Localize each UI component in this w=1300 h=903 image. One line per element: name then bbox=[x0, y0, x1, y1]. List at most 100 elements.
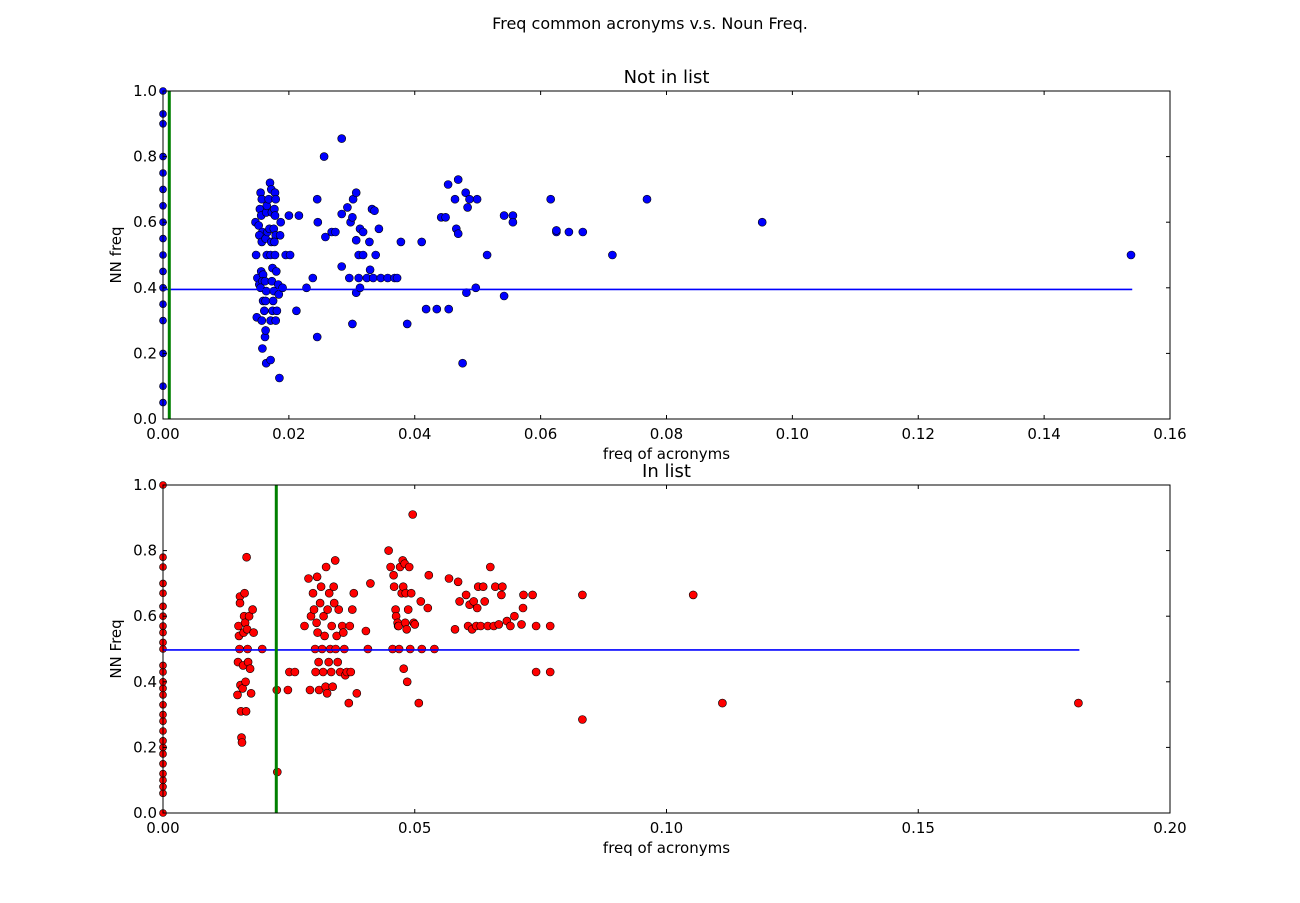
data-point bbox=[321, 232, 330, 242]
data-point bbox=[240, 588, 249, 598]
data-point bbox=[402, 319, 412, 329]
data-point bbox=[271, 267, 281, 276]
data-point bbox=[361, 626, 371, 636]
data-point bbox=[343, 203, 352, 212]
data-point bbox=[328, 682, 338, 692]
data-point bbox=[366, 579, 375, 588]
data-point bbox=[233, 690, 242, 700]
data-point bbox=[416, 597, 426, 606]
data-point bbox=[312, 618, 321, 628]
data-point bbox=[430, 644, 439, 654]
data-point bbox=[517, 620, 526, 629]
data-point bbox=[290, 667, 300, 677]
data-point bbox=[275, 373, 284, 383]
y-tick-label: 0.8 bbox=[133, 148, 157, 166]
data-point bbox=[312, 572, 322, 582]
data-point bbox=[441, 213, 450, 222]
data-point bbox=[455, 597, 464, 606]
data-point bbox=[339, 644, 349, 654]
data-point bbox=[243, 644, 252, 654]
data-point bbox=[321, 562, 331, 572]
y-tick-label: 1.0 bbox=[133, 82, 157, 100]
data-point bbox=[485, 562, 495, 572]
x-tick-label: 0.14 bbox=[1027, 425, 1060, 443]
data-point bbox=[461, 590, 471, 600]
data-point bbox=[347, 605, 357, 614]
data-point bbox=[404, 562, 414, 572]
data-point bbox=[365, 265, 375, 275]
data-point bbox=[317, 644, 327, 654]
data-point bbox=[490, 582, 500, 592]
data-point bbox=[330, 556, 340, 565]
data-point bbox=[349, 588, 359, 598]
data-point bbox=[508, 217, 518, 227]
data-point bbox=[351, 188, 361, 197]
data-point bbox=[319, 611, 328, 621]
data-point bbox=[337, 134, 347, 143]
data-point bbox=[316, 582, 326, 592]
data-point bbox=[344, 698, 354, 708]
data-point bbox=[386, 562, 395, 572]
data-point bbox=[443, 180, 453, 189]
data-point bbox=[323, 605, 332, 614]
data-point bbox=[257, 644, 267, 654]
data-point bbox=[499, 291, 509, 301]
data-point bbox=[757, 217, 767, 227]
data-point bbox=[480, 597, 490, 606]
data-point bbox=[305, 685, 315, 695]
data-point bbox=[292, 306, 301, 316]
data-point bbox=[461, 188, 471, 197]
data-point bbox=[309, 605, 319, 614]
data-point bbox=[318, 667, 328, 677]
data-point bbox=[334, 605, 344, 614]
data-point bbox=[333, 657, 343, 667]
data-point bbox=[312, 194, 322, 204]
data-point bbox=[453, 229, 463, 238]
x-tick-label: 0.00 bbox=[146, 425, 179, 443]
data-point bbox=[268, 296, 278, 306]
data-point bbox=[326, 667, 336, 677]
data-point bbox=[348, 213, 357, 222]
data-point bbox=[258, 344, 267, 353]
data-point bbox=[384, 546, 393, 555]
data-point bbox=[261, 286, 271, 296]
data-point bbox=[363, 644, 373, 654]
data-point bbox=[1126, 250, 1136, 260]
data-point bbox=[345, 621, 355, 631]
subplot-title: In list bbox=[642, 461, 691, 482]
data-point bbox=[270, 211, 280, 220]
data-point bbox=[463, 203, 472, 212]
data-point bbox=[300, 621, 309, 631]
x-tick-label: 0.02 bbox=[272, 425, 305, 443]
data-point bbox=[531, 667, 541, 677]
figure-title: Freq common acronyms v.s. Noun Freq. bbox=[492, 14, 808, 33]
data-point bbox=[396, 237, 406, 247]
data-point bbox=[472, 194, 482, 204]
data-point bbox=[358, 250, 368, 260]
y-tick-label: 0.6 bbox=[133, 607, 157, 625]
data-point bbox=[414, 698, 424, 708]
data-point bbox=[408, 510, 418, 519]
data-point bbox=[392, 273, 402, 283]
data-point bbox=[284, 211, 294, 220]
data-point bbox=[518, 603, 528, 613]
x-tick-label: 0.15 bbox=[902, 819, 935, 837]
y-tick-label: 0.6 bbox=[133, 213, 157, 231]
data-point bbox=[578, 715, 587, 724]
data-point bbox=[358, 227, 368, 237]
data-point bbox=[472, 603, 482, 613]
x-tick-label: 0.04 bbox=[398, 425, 431, 443]
data-point bbox=[313, 628, 322, 637]
data-point bbox=[329, 582, 339, 592]
data-point bbox=[324, 588, 334, 598]
data-point bbox=[312, 332, 322, 342]
data-point bbox=[444, 574, 454, 583]
data-point bbox=[528, 590, 537, 600]
data-point bbox=[329, 598, 339, 608]
data-point bbox=[497, 590, 506, 600]
subplot-not-in-list: 0.00 0.02 0.04 0.06 0.08 0.10 0.12 0.14 0.16 0.0 0… bbox=[107, 67, 1187, 463]
data-point bbox=[324, 657, 334, 667]
y-tick-label: 0.2 bbox=[133, 738, 157, 756]
data-point bbox=[564, 227, 574, 237]
data-point bbox=[354, 273, 364, 283]
